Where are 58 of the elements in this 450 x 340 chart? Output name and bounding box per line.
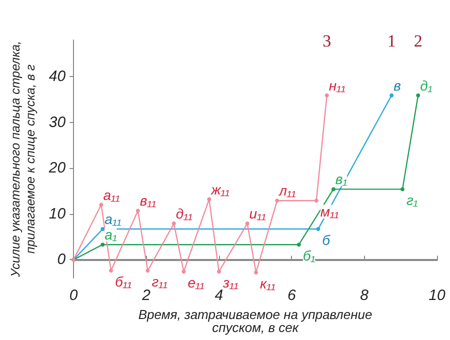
annotation: а₁	[104, 226, 118, 243]
annotation: и₁₁	[249, 206, 266, 222]
point	[100, 242, 105, 247]
y-tick-label: 20	[48, 160, 66, 177]
annotation: д₁₁	[176, 206, 194, 222]
y-tick-label: 10	[48, 205, 66, 222]
annotation: л₁₁	[278, 182, 296, 199]
annotation: в₁₁	[140, 192, 157, 209]
point	[296, 242, 301, 247]
x-tick-label: 10	[428, 287, 446, 304]
y-tick-label: 40	[48, 68, 66, 86]
y-tick-label: 0	[57, 251, 66, 268]
point	[136, 208, 140, 213]
annotation: д₁	[420, 77, 433, 94]
annotation: з₁₁	[222, 274, 239, 291]
point	[416, 93, 420, 98]
annotation: е₁₁	[188, 274, 205, 291]
annotation: а₁₁	[103, 186, 120, 203]
annotation: в	[394, 77, 401, 94]
x-tick-label: 4	[214, 287, 224, 304]
point	[275, 198, 280, 203]
text: 1	[387, 31, 396, 50]
y-tick-label: 30	[48, 114, 66, 131]
x-tick-label: 2	[141, 287, 152, 304]
point	[99, 202, 104, 207]
point	[324, 93, 329, 98]
y-axis-title: Усилие указательного пальца стрелка, прилагаемое к спице спуска, в г	[8, 40, 38, 278]
annotation: м₁₁	[320, 204, 340, 220]
text: 3	[322, 31, 332, 50]
point	[254, 270, 258, 275]
point	[182, 270, 186, 274]
point	[216, 270, 221, 274]
point	[316, 227, 320, 232]
x-axis-title: Время, затрачиваемое на управление спуском, в сек	[138, 307, 372, 335]
point	[109, 268, 114, 273]
annotation: н₁₁	[328, 77, 346, 94]
point	[400, 187, 404, 192]
point	[172, 222, 176, 226]
x-tick-label: 6	[287, 287, 296, 304]
x-tick-label: 0	[69, 287, 78, 304]
point	[331, 187, 336, 192]
annotation: а₁₁	[104, 211, 122, 228]
annotation: г₁₁	[152, 274, 168, 290]
annotation: б₁	[302, 248, 316, 264]
point	[146, 268, 150, 273]
annotation: к₁₁	[260, 276, 276, 292]
annotation: ж₁₁	[210, 181, 230, 198]
point	[390, 93, 394, 98]
point	[314, 198, 318, 203]
x-tick-label: 8	[360, 287, 370, 304]
annotation: г₁	[406, 192, 418, 208]
text: 2	[414, 31, 422, 50]
annotation: в₁	[335, 171, 348, 188]
annotation: б₁₁	[115, 274, 132, 290]
point	[245, 222, 250, 226]
annotation: б	[322, 232, 332, 248]
point	[207, 197, 212, 202]
point	[100, 227, 105, 232]
